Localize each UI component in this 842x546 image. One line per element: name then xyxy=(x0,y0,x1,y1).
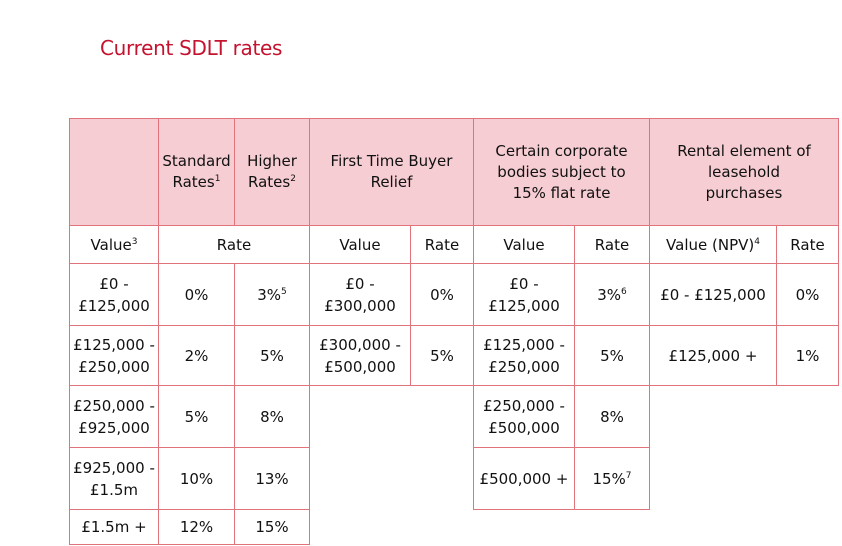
table-cell: 0% xyxy=(158,263,235,326)
cell-text: £125,000 - £250,000 xyxy=(483,335,565,376)
cell-text: £1.5m + xyxy=(81,518,147,536)
table-cell: 1% xyxy=(776,325,839,386)
cell-text: £0 - £125,000 xyxy=(78,274,150,315)
cell-text: 3% xyxy=(257,285,282,304)
cell-text: Value xyxy=(503,235,545,254)
table-cell: 5% xyxy=(410,325,474,386)
table-cell: 5% xyxy=(234,325,310,386)
cell-text: £250,000 - £925,000 xyxy=(73,396,155,437)
cell-text: 10% xyxy=(179,469,214,488)
cell-text: Rate xyxy=(790,235,825,254)
table-cell: £250,000 - £500,000 xyxy=(473,385,575,448)
subheader-cell: Value xyxy=(473,225,575,264)
cell-text: £925,000 - £1.5m xyxy=(73,458,155,499)
cell-text: Rental element of leasehold purchases xyxy=(677,141,811,202)
cell-text: 15% xyxy=(592,469,626,488)
cell-text: £0 - £300,000 xyxy=(324,274,396,315)
footnote-marker: 5 xyxy=(281,286,287,297)
table-cell: £0 - £125,000 xyxy=(69,263,159,326)
cell-text: 0% xyxy=(430,285,454,304)
cell-text: 13% xyxy=(255,469,289,488)
header-cell: Higher Rates2 xyxy=(234,118,310,226)
cell-text: Standard Rates xyxy=(162,152,231,191)
subheader-cell: Value xyxy=(309,225,411,264)
cell-text: 12% xyxy=(179,518,214,536)
table-cell: 0% xyxy=(410,263,474,326)
table-cell: £0 - £300,000 xyxy=(309,263,411,326)
cell-text: Value xyxy=(339,235,381,254)
header-cell: Standard Rates1 xyxy=(158,118,235,226)
cell-text: 2% xyxy=(184,346,209,365)
subheader-cell: Rate xyxy=(410,225,474,264)
table-cell: £0 - £125,000 xyxy=(473,263,575,326)
cell-text: 8% xyxy=(600,407,624,426)
table-cell: £125,000 + xyxy=(649,325,777,386)
header-cell: First Time Buyer Relief xyxy=(309,118,474,226)
footnote-marker: 4 xyxy=(754,236,760,247)
cell-text: First Time Buyer Relief xyxy=(330,152,453,191)
table-cell: 5% xyxy=(574,325,650,386)
table-cell: £925,000 - £1.5m xyxy=(69,447,159,510)
footnote-marker: 6 xyxy=(621,286,627,297)
table-cell: £125,000 - £250,000 xyxy=(473,325,575,386)
header-cell xyxy=(69,118,159,226)
table-cell: 3%6 xyxy=(574,263,650,326)
table-cell: 15%7 xyxy=(574,447,650,510)
cell-text: Value (NPV) xyxy=(666,235,755,254)
subheader-cell: Value3 xyxy=(69,225,159,264)
table-cell: £125,000 - £250,000 xyxy=(69,325,159,386)
header-cell: Certain corporate bodies subject to 15% … xyxy=(473,118,650,226)
table-cell: 2% xyxy=(158,325,235,386)
cell-text: £125,000 + xyxy=(668,346,758,365)
table-cell: 0% xyxy=(776,263,839,326)
table-cell: 5% xyxy=(158,385,235,448)
cell-text: 5% xyxy=(430,346,454,365)
table-cell: 8% xyxy=(234,385,310,448)
subheader-cell: Rate xyxy=(158,225,310,264)
cell-text: £125,000 - £250,000 xyxy=(73,335,155,376)
cell-text: £0 - £125,000 xyxy=(488,274,560,315)
cell-text: £500,000 + xyxy=(479,469,569,488)
cell-text: £300,000 - £500,000 xyxy=(319,335,401,376)
footnote-marker: 7 xyxy=(625,470,632,481)
cell-text: 0% xyxy=(184,285,209,304)
table-cell: £0 - £125,000 xyxy=(649,263,777,326)
table-cell: 15% xyxy=(234,509,310,545)
page-title: Current SDLT rates xyxy=(100,36,283,60)
cell-text: Higher Rates xyxy=(247,152,297,191)
cell-text: Certain corporate bodies subject to 15% … xyxy=(495,141,628,202)
footnote-marker: 1 xyxy=(214,174,221,184)
table-cell: 12% xyxy=(158,509,235,545)
header-cell: Rental element of leasehold purchases xyxy=(649,118,839,226)
cell-text: £0 - £125,000 xyxy=(660,285,766,304)
cell-text: £250,000 - £500,000 xyxy=(483,396,565,437)
cell-text: 8% xyxy=(260,407,284,426)
subheader-cell: Rate xyxy=(776,225,839,264)
subheader-cell: Value (NPV)4 xyxy=(649,225,777,264)
cell-text: 5% xyxy=(260,346,284,365)
footnote-marker: 2 xyxy=(290,174,296,184)
table-cell: £250,000 - £925,000 xyxy=(69,385,159,448)
footnote-marker: 3 xyxy=(131,236,138,247)
table-cell: 10% xyxy=(158,447,235,510)
cell-text: Rate xyxy=(216,235,252,254)
cell-text: Rate xyxy=(594,235,630,254)
table-cell: £300,000 - £500,000 xyxy=(309,325,411,386)
cell-text: Rate xyxy=(424,235,460,254)
table-cell: 3%5 xyxy=(234,263,310,326)
table-cell: £1.5m + xyxy=(69,509,159,545)
cell-text: 1% xyxy=(795,346,820,365)
table-cell: 13% xyxy=(234,447,310,510)
table-cell: £500,000 + xyxy=(473,447,575,510)
cell-text: 3% xyxy=(597,285,622,304)
cell-text: 5% xyxy=(600,346,624,365)
cell-text: Value xyxy=(90,235,132,254)
subheader-cell: Rate xyxy=(574,225,650,264)
cell-text: 5% xyxy=(184,407,209,426)
cell-text: 15% xyxy=(255,518,289,536)
cell-text: 0% xyxy=(795,285,820,304)
table-cell: 8% xyxy=(574,385,650,448)
